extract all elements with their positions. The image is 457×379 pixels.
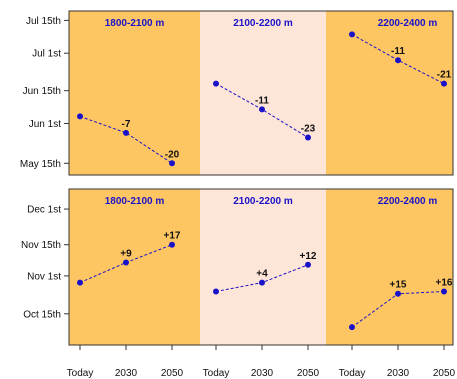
panel-title: 1800-2100 m (105, 196, 165, 207)
panel-title: 2100-2200 m (233, 196, 293, 207)
data-label: -23 (301, 124, 316, 135)
data-point (123, 259, 129, 266)
x-tick-label: 2030 (115, 368, 138, 379)
data-point (395, 57, 401, 64)
series-line (79, 115, 173, 164)
data-point (213, 80, 219, 87)
data-point (395, 290, 401, 297)
x-tick-label: Today (67, 368, 94, 379)
y-tick-label: Jul 1st (32, 49, 61, 60)
x-tick-label: 2050 (297, 368, 320, 379)
y-tick-label: Nov 1st (27, 271, 61, 282)
panel-title: 2100-2200 m (233, 18, 293, 29)
data-label: -20 (165, 149, 180, 160)
data-point (213, 288, 219, 295)
data-label: +15 (390, 280, 407, 291)
panel-band (69, 11, 200, 175)
y-tick-label: Oct 15th (23, 309, 61, 320)
data-label: +4 (256, 269, 268, 280)
panel-band (200, 189, 326, 345)
data-label: -11 (391, 46, 405, 57)
data-label: +12 (300, 251, 317, 262)
panel-band (326, 189, 453, 345)
data-label: +17 (164, 231, 181, 242)
panel-band (200, 11, 326, 175)
data-label: -11 (255, 95, 269, 106)
x-tick-label: 2030 (251, 368, 274, 379)
y-tick-label: May 15th (20, 159, 61, 170)
plot-frame (68, 188, 454, 346)
y-tick-label: Jul 15th (26, 16, 61, 27)
panel-title: 1800-2100 m (105, 18, 165, 29)
data-point (77, 113, 83, 120)
x-tick-label: Today (203, 368, 230, 379)
plot-frame (68, 10, 454, 176)
data-point (259, 106, 265, 113)
data-point (441, 80, 447, 87)
data-point (305, 261, 311, 268)
y-tick-label: Jun 1st (29, 119, 61, 130)
panel-band (326, 11, 453, 175)
panel-title: 2200-2400 m (378, 196, 438, 207)
data-point (123, 129, 129, 136)
y-tick-label: Nov 15th (21, 240, 61, 251)
data-point (77, 279, 83, 286)
x-tick-label: Today (339, 368, 366, 379)
data-point (349, 324, 355, 331)
data-point (441, 288, 447, 295)
data-label: -7 (122, 119, 131, 130)
data-point (169, 160, 175, 167)
data-point (305, 134, 311, 141)
data-label: +9 (120, 249, 132, 260)
data-label: -21 (437, 70, 452, 81)
data-point (169, 241, 175, 248)
data-point (259, 279, 265, 286)
data-label: +16 (436, 278, 453, 289)
panel-band (69, 189, 200, 345)
x-tick-label: 2030 (387, 368, 410, 379)
x-tick-label: 2050 (433, 368, 456, 379)
x-tick-label: 2050 (161, 368, 184, 379)
y-tick-label: Dec 1st (27, 205, 61, 216)
panel-title: 2200-2400 m (378, 18, 438, 29)
y-tick-label: Jun 15th (23, 86, 61, 97)
data-point (349, 31, 355, 38)
